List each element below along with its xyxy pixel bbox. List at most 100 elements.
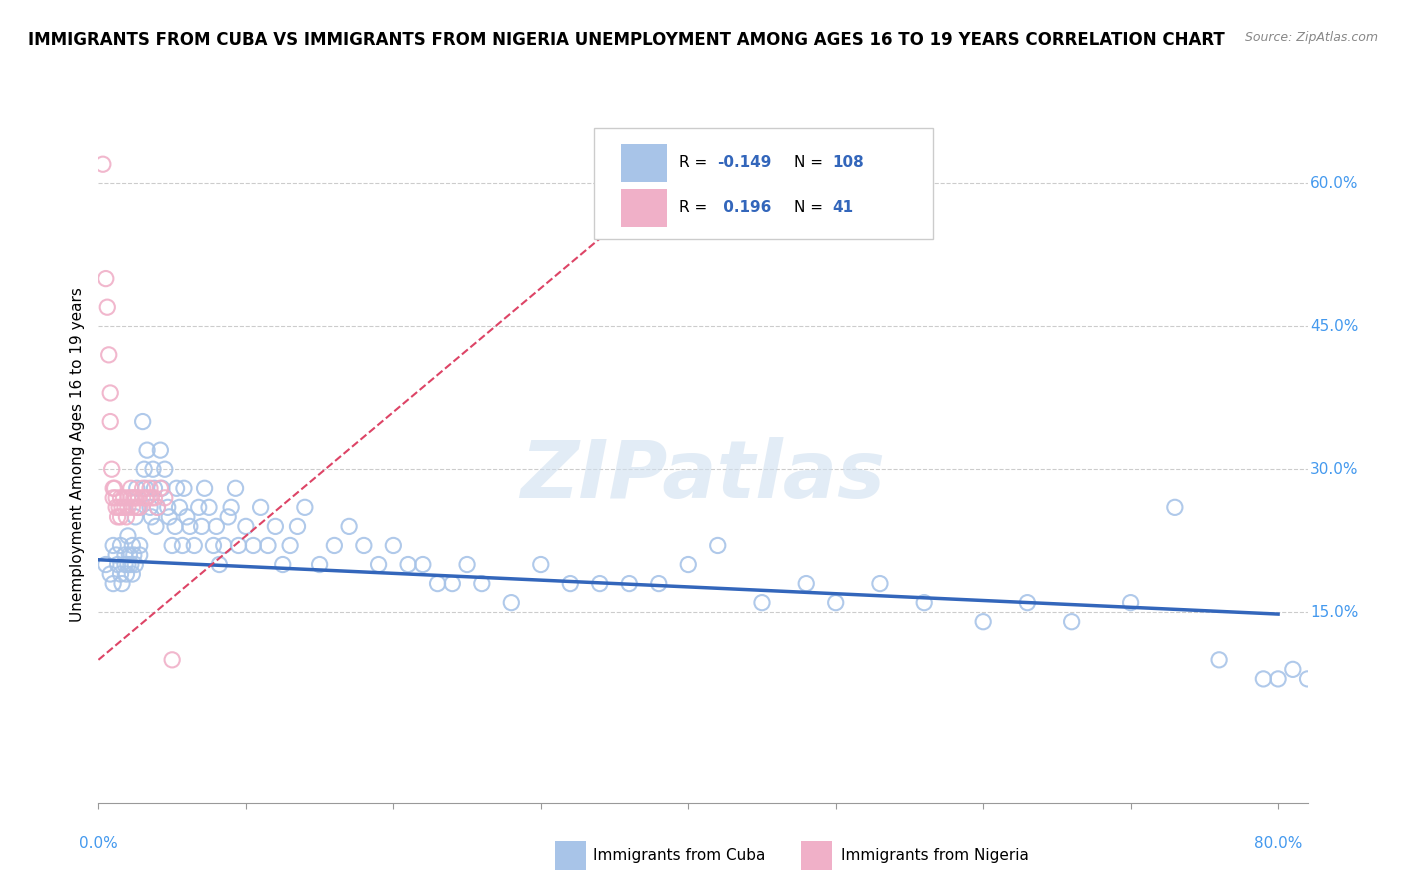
Point	[323, 539, 346, 553]
Text: 80.0%: 80.0%	[1254, 836, 1302, 851]
Point	[141, 509, 163, 524]
Point	[824, 596, 846, 610]
Point	[110, 539, 132, 553]
Point	[264, 519, 287, 533]
Point	[146, 500, 169, 515]
Point	[205, 519, 228, 533]
Point	[412, 558, 434, 572]
Point	[160, 539, 183, 553]
Point	[136, 491, 159, 505]
Point	[107, 509, 129, 524]
Point	[619, 576, 641, 591]
Point	[105, 548, 128, 562]
Point	[501, 596, 523, 610]
Point	[136, 443, 159, 458]
Text: 15.0%: 15.0%	[1310, 605, 1358, 620]
Text: N =: N =	[793, 201, 828, 216]
Point	[143, 491, 166, 505]
FancyBboxPatch shape	[621, 189, 666, 227]
Point	[190, 519, 212, 533]
Point	[912, 596, 935, 610]
Point	[117, 491, 139, 505]
Point	[112, 491, 135, 505]
Point	[441, 576, 464, 591]
Point	[172, 539, 194, 553]
Point	[1310, 653, 1333, 667]
Point	[271, 558, 294, 572]
Point	[202, 539, 225, 553]
Point	[706, 539, 728, 553]
Point	[794, 576, 817, 591]
Point	[382, 539, 405, 553]
Point	[294, 500, 316, 515]
Point	[560, 576, 582, 591]
Point	[235, 519, 257, 533]
Point	[115, 509, 138, 524]
Point	[1296, 672, 1319, 686]
Point	[1208, 653, 1230, 667]
Point	[143, 481, 166, 495]
Point	[131, 415, 153, 429]
Point	[145, 519, 167, 533]
Point	[121, 567, 143, 582]
Point	[1282, 662, 1305, 676]
Point	[972, 615, 994, 629]
Point	[135, 491, 157, 505]
Point	[131, 481, 153, 495]
Point	[114, 500, 136, 515]
Point	[153, 491, 176, 505]
Point	[257, 539, 280, 553]
Text: ZIPatlas: ZIPatlas	[520, 437, 886, 515]
Point	[169, 500, 191, 515]
Point	[124, 558, 146, 572]
Point	[142, 462, 165, 476]
Point	[125, 500, 148, 515]
Point	[105, 500, 128, 515]
Point	[217, 509, 239, 524]
Point	[157, 509, 180, 524]
Point	[107, 558, 129, 572]
Point	[94, 271, 117, 285]
Point	[149, 481, 172, 495]
Text: 60.0%: 60.0%	[1310, 176, 1358, 191]
Point	[120, 481, 142, 495]
Point	[118, 548, 141, 562]
Point	[91, 157, 114, 171]
Point	[97, 348, 120, 362]
Point	[128, 548, 150, 562]
Text: IMMIGRANTS FROM CUBA VS IMMIGRANTS FROM NIGERIA UNEMPLOYMENT AMONG AGES 16 TO 19: IMMIGRANTS FROM CUBA VS IMMIGRANTS FROM …	[28, 31, 1225, 49]
Point	[128, 539, 150, 553]
Point	[176, 509, 198, 524]
Point	[1164, 500, 1187, 515]
Point	[98, 567, 121, 582]
Point	[212, 539, 235, 553]
Point	[101, 481, 124, 495]
Point	[1253, 672, 1275, 686]
Point	[187, 500, 209, 515]
Point	[121, 500, 143, 515]
Text: 30.0%: 30.0%	[1310, 462, 1358, 476]
Text: N =: N =	[793, 155, 828, 170]
Point	[1060, 615, 1083, 629]
Point	[530, 558, 553, 572]
Point	[278, 539, 301, 553]
Point	[122, 548, 145, 562]
Point	[367, 558, 389, 572]
Text: R =: R =	[679, 155, 711, 170]
Point	[1267, 672, 1289, 686]
Point	[101, 576, 124, 591]
Point	[115, 567, 138, 582]
Point	[110, 509, 132, 524]
Point	[208, 558, 231, 572]
Point	[114, 548, 136, 562]
Point	[198, 500, 221, 515]
Point	[94, 558, 117, 572]
Point	[100, 462, 122, 476]
FancyBboxPatch shape	[595, 128, 932, 239]
Point	[141, 491, 163, 505]
Text: 0.196: 0.196	[717, 201, 770, 216]
Point	[149, 443, 172, 458]
Point	[337, 519, 360, 533]
Point	[160, 653, 183, 667]
Point	[153, 462, 176, 476]
